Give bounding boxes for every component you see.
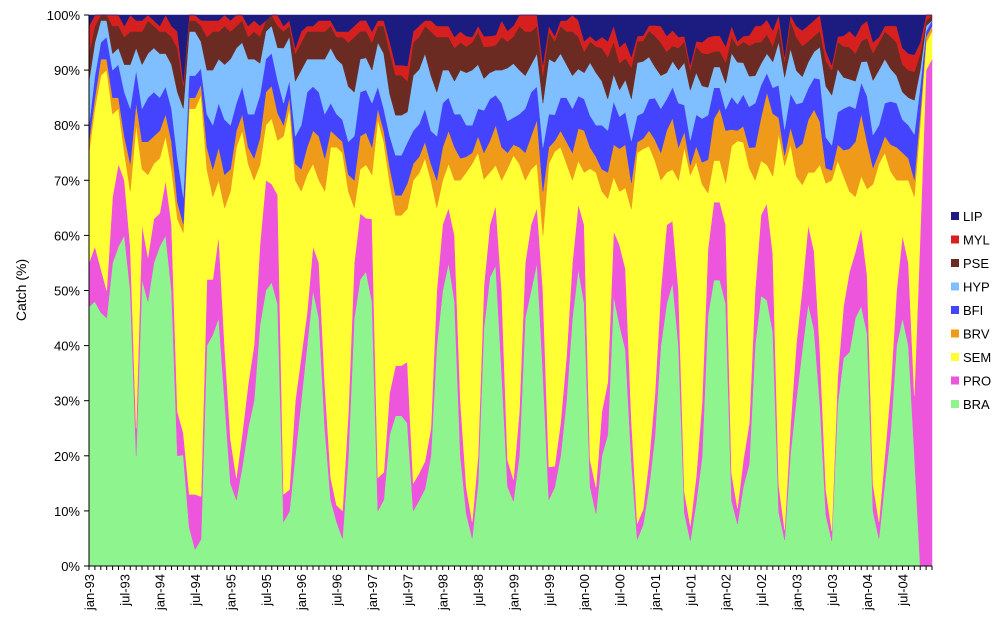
legend-label-pse: PSE: [963, 256, 989, 271]
series-areas: [88, 14, 933, 567]
x-tick-label: jul-93: [117, 574, 132, 607]
legend-label-sem: SEM: [963, 350, 991, 365]
legend: LIP MYL PSE HYP BFI BRV SEM PRO BRA: [951, 209, 991, 412]
legend-label-bfi: BFI: [963, 303, 983, 318]
y-tick-label: 80%: [54, 118, 80, 133]
x-tick-label: jan-01: [648, 574, 663, 611]
legend-label-bra: BRA: [963, 397, 990, 412]
y-tick-label: 0%: [61, 559, 80, 574]
y-axis-ticks: 0% 10% 20% 30% 40% 50% 60% 70% 80% 90% 100%: [47, 8, 89, 574]
x-tick-label: jul-00: [613, 574, 628, 607]
y-tick-label: 100%: [47, 8, 81, 23]
x-tick-label: jul-95: [259, 574, 274, 607]
legend-label-myl: MYL: [963, 233, 990, 248]
y-tick-label: 60%: [54, 228, 80, 243]
x-axis-ticks: jan-93 jul-93 jan-94 jul-94 jan-95 jul-95 jan-…: [82, 566, 933, 611]
x-tick-label: jul-99: [542, 574, 557, 607]
legend-swatch-bra: [951, 400, 959, 408]
legend-swatch-sem: [951, 353, 959, 361]
x-tick-label: jul-97: [400, 574, 415, 607]
y-tick-label: 10%: [54, 504, 80, 519]
x-tick-label: jul-04: [896, 574, 911, 607]
legend-swatch-pro: [951, 376, 959, 385]
x-tick-label: jul-98: [471, 574, 486, 607]
legend-label-pro: PRO: [963, 374, 991, 389]
legend-swatch-myl: [951, 235, 959, 244]
x-tick-label: jan-03: [789, 574, 804, 611]
x-tick-label: jan-93: [82, 574, 97, 611]
x-tick-label: jan-02: [719, 574, 734, 611]
y-tick-label: 50%: [54, 284, 80, 299]
x-tick-label: jul-01: [683, 574, 698, 607]
legend-swatch-pse: [951, 259, 959, 267]
y-tick-label: 90%: [54, 63, 80, 78]
x-tick-label: jan-96: [294, 574, 309, 611]
x-tick-label: jul-03: [825, 574, 840, 607]
legend-swatch-lip: [951, 212, 959, 220]
area-lip: [88, 14, 932, 82]
x-tick-label: jul-94: [188, 574, 203, 607]
x-tick-label: jan-94: [153, 574, 168, 611]
x-tick-label: jan-98: [436, 574, 451, 611]
x-tick-label: jan-00: [577, 574, 592, 611]
x-tick-label: jan-95: [223, 574, 238, 611]
y-axis-title: Catch (%): [13, 259, 29, 321]
legend-swatch-brv: [951, 329, 959, 338]
x-tick-label: jan-97: [365, 574, 380, 611]
y-tick-label: 70%: [54, 173, 80, 188]
x-tick-label: jan-04: [860, 574, 875, 611]
y-tick-label: 20%: [54, 449, 80, 464]
y-tick-label: 30%: [54, 394, 80, 409]
legend-label-lip: LIP: [963, 209, 983, 224]
legend-swatch-hyp: [951, 282, 959, 291]
legend-swatch-bfi: [951, 306, 959, 314]
legend-label-hyp: HYP: [963, 280, 990, 295]
x-tick-label: jul-02: [754, 574, 769, 607]
x-tick-label: jan-99: [506, 574, 521, 611]
x-tick-label: jul-96: [330, 574, 345, 607]
y-tick-label: 40%: [54, 339, 80, 354]
legend-label-brv: BRV: [963, 327, 990, 342]
